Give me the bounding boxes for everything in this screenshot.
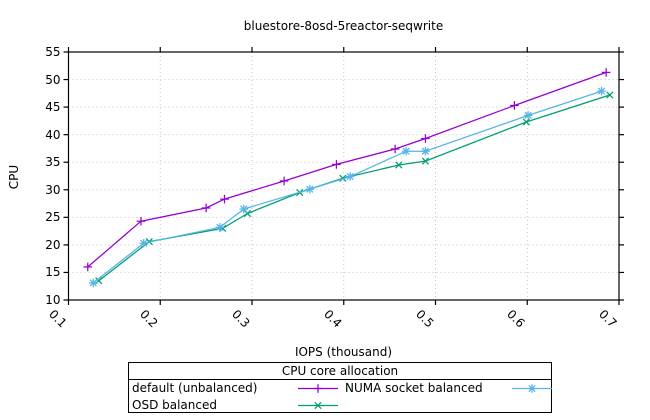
y-tick-label: 55	[45, 45, 61, 59]
legend-entry-label: OSD balanced	[132, 398, 217, 412]
y-tick-label: 30	[45, 182, 61, 197]
y-tick-label: 40	[45, 127, 61, 142]
y-tick-label: 15	[45, 265, 61, 280]
y-tick-label: 50	[45, 72, 61, 87]
chart-title: bluestore-8osd-5reactor-seqwrite	[243, 19, 444, 33]
y-tick-label: 45	[45, 100, 61, 115]
x-axis-label: IOPS (thousand)	[294, 345, 393, 359]
legend-sample-asterisk-icon	[510, 380, 554, 397]
legend-entry-label: default (unbalanced)	[132, 381, 258, 395]
legend-box: CPU core allocation default (unbalanced)…	[128, 362, 552, 413]
y-tick-label: 35	[45, 155, 61, 170]
y-tick-label: 25	[45, 210, 61, 225]
y-tick-label: 10	[45, 293, 61, 307]
legend-sample-plus-icon	[296, 380, 340, 397]
legend-sample-cross-icon	[296, 397, 340, 414]
legend-entries: default (unbalanced) NUMA socket balanced…	[129, 380, 554, 414]
y-tick-label: 20	[45, 237, 61, 252]
legend-title: CPU core allocation	[129, 363, 551, 380]
legend-entry-label: NUMA socket balanced	[345, 381, 483, 395]
